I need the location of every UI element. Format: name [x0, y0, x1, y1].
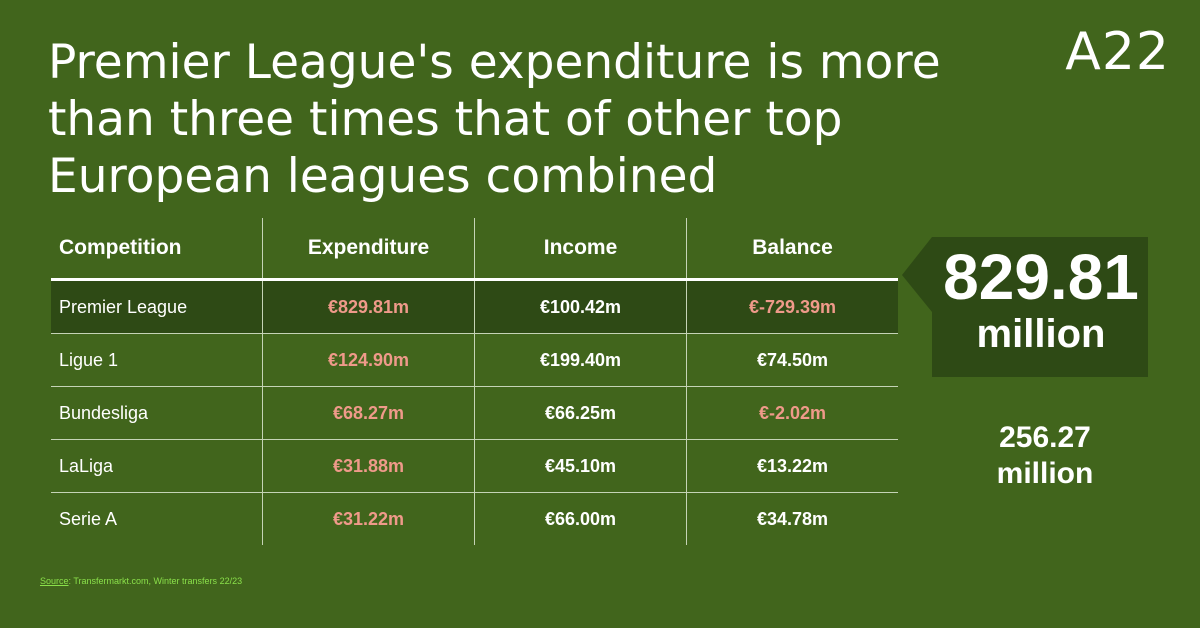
table-row: LaLiga €31.88m €45.10m €13.22m — [51, 439, 898, 493]
table-row: Bundesliga €68.27m €66.25m €-2.02m — [51, 386, 898, 440]
other-leagues-total: 256.27 million — [945, 420, 1145, 492]
callout-unit: million — [976, 312, 1106, 356]
cell-balance: €-2.02m — [686, 386, 898, 440]
cell-competition: LaLiga — [51, 439, 263, 493]
callout-value: 829.81 — [943, 241, 1139, 313]
cell-balance: €34.78m — [686, 492, 898, 545]
cell-balance: €74.50m — [686, 333, 898, 387]
source-label: Source — [40, 576, 69, 586]
cell-competition: Premier League — [51, 279, 263, 334]
column-header-income: Income — [474, 218, 687, 281]
cell-expenditure: €68.27m — [262, 386, 475, 440]
table-row: Serie A €31.22m €66.00m €34.78m — [51, 492, 898, 545]
column-header-balance: Balance — [686, 218, 898, 281]
callout-arrow-shape — [902, 237, 1148, 377]
column-header-expenditure: Expenditure — [262, 218, 475, 281]
other-leagues-total-unit: million — [996, 457, 1094, 490]
table-header-row: Competition Expenditure Income Balance — [51, 218, 898, 281]
brand-logo: A22 — [1065, 22, 1170, 82]
cell-income: €45.10m — [474, 439, 687, 493]
cell-competition: Bundesliga — [51, 386, 263, 440]
cell-balance: €-729.39m — [686, 279, 898, 334]
table-body: Premier League €829.81m €100.42m €-729.39m L… — [51, 279, 898, 545]
page-title: Premier League's expenditure is more tha… — [48, 35, 941, 204]
transfer-table: Competition Expenditure Income Balance P… — [51, 218, 898, 545]
cell-expenditure: €31.22m — [262, 492, 475, 545]
source-note: Source: Transfermarkt.com, Winter transf… — [40, 576, 242, 586]
cell-income: €66.00m — [474, 492, 687, 545]
cell-expenditure: €829.81m — [262, 279, 475, 334]
column-header-competition: Competition — [51, 218, 263, 281]
cell-competition: Serie A — [59, 508, 118, 529]
cell-expenditure: €31.88m — [262, 439, 475, 493]
table-row: Premier League €829.81m €100.42m €-729.39m — [51, 279, 898, 334]
cell-competition: Ligue 1 — [51, 333, 263, 387]
source-text: : Transfermarkt.com, Winter transfers 22… — [68, 576, 243, 586]
cell-balance: €13.22m — [686, 439, 898, 493]
cell-income: €100.42m — [474, 279, 687, 334]
expenditure-callout: 829.81 million — [902, 227, 1148, 377]
cell-income: €66.25m — [474, 386, 687, 440]
cell-expenditure: €124.90m — [262, 333, 475, 387]
cell-income: €199.40m — [474, 333, 687, 387]
table-row: Ligue 1 €124.90m €199.40m €74.50m — [51, 333, 898, 387]
other-leagues-total-value: 256.27 — [999, 421, 1091, 454]
